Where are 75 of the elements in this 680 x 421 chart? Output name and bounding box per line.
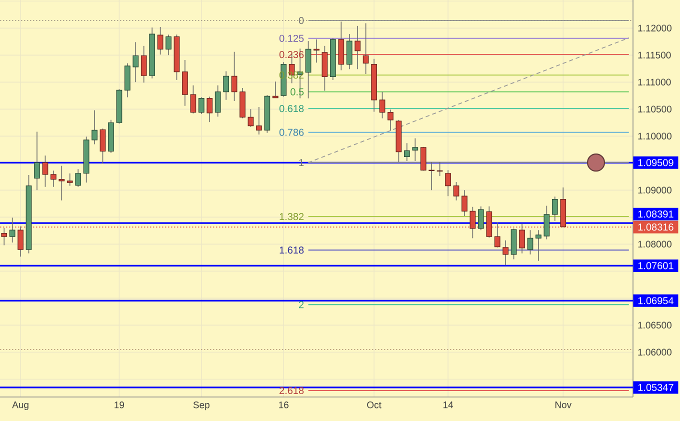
y-tick-label: 1.08000 (638, 240, 672, 248)
candlestick (544, 205, 550, 240)
candlestick (388, 109, 394, 132)
candlestick (50, 170, 56, 188)
candlestick (536, 230, 542, 262)
series-label: 2.618 (280, 386, 304, 394)
candlestick (305, 40, 312, 99)
candlestick (34, 131, 40, 191)
candlestick (354, 26, 361, 70)
candlestick (92, 110, 98, 145)
candlestick (502, 240, 509, 266)
ref-line-label: 1.08391 (638, 210, 674, 218)
ref-line-label: 1.05347 (638, 384, 674, 391)
series-label: 1.382 (280, 213, 304, 220)
y-tick-label: 1.06000 (638, 348, 672, 356)
x-tick-label: Aug (12, 402, 28, 410)
series-label: 1.618 (280, 246, 304, 254)
candlestick (140, 46, 147, 84)
y-tick-label: 1.11000 (638, 78, 671, 86)
candlestick (231, 51, 238, 102)
candlestick (75, 168, 82, 188)
candlestick (42, 155, 48, 188)
candlestick (256, 106, 262, 135)
candlestick (190, 84, 196, 114)
x-tick-label: 16 (279, 402, 288, 408)
candlestick (100, 128, 106, 164)
candlestick (552, 196, 558, 222)
x-tick-label: Nov (555, 402, 572, 408)
candlestick (248, 108, 254, 128)
candlestick (436, 162, 443, 176)
candlestick (272, 81, 278, 98)
ref-line-label: 1.07601 (638, 262, 674, 270)
y-tick-label: 1.12000 (638, 24, 672, 32)
ref-line-label: 1.08316 (638, 224, 674, 231)
y-tick-label: 1.10500 (638, 106, 672, 112)
candlestick (157, 26, 164, 55)
y-tick-label: 1.06500 (638, 322, 672, 329)
series-label: 2 (299, 301, 304, 308)
series-label: 0 (298, 16, 304, 24)
candlestick (379, 91, 386, 119)
x-tick-label: 14 (443, 402, 454, 408)
series-label: 1 (299, 159, 304, 166)
candlestick (198, 96, 204, 114)
candlestick (206, 96, 213, 122)
x-tick-label: Sep (193, 402, 210, 410)
candlestick (462, 190, 468, 216)
series-label: 0.618 (279, 105, 304, 112)
candlestick (412, 138, 418, 162)
candlestick (132, 42, 139, 83)
candlestick (478, 206, 484, 230)
series-label: 0.786 (279, 128, 304, 136)
candlestick (223, 70, 230, 100)
candlestick (166, 34, 172, 56)
x-tick-label: Oct (367, 402, 382, 408)
y-tick-label: 1.10000 (638, 132, 672, 140)
candlestick (445, 170, 451, 196)
candlestick (214, 84, 221, 118)
ref-line-label: 1.09509 (638, 159, 674, 166)
candlestick (428, 162, 435, 191)
candlestick (346, 34, 352, 70)
candlestick (58, 165, 65, 201)
candlestick (66, 172, 73, 186)
x-tick-label: 19 (114, 402, 124, 408)
series-label: 0.382 (279, 72, 304, 79)
candlestick (404, 142, 410, 162)
candlestick (9, 217, 16, 243)
candlestick (362, 22, 369, 74)
candlestick (527, 230, 534, 255)
ref-line-label: 1.06954 (638, 297, 674, 304)
y-tick-label: 1.09000 (638, 186, 672, 194)
series-label: 0.125 (279, 34, 304, 42)
candlestick (453, 182, 460, 201)
y-tick-label: 1.11500 (638, 52, 671, 58)
candlestick (182, 60, 188, 106)
candlestick (314, 39, 320, 64)
